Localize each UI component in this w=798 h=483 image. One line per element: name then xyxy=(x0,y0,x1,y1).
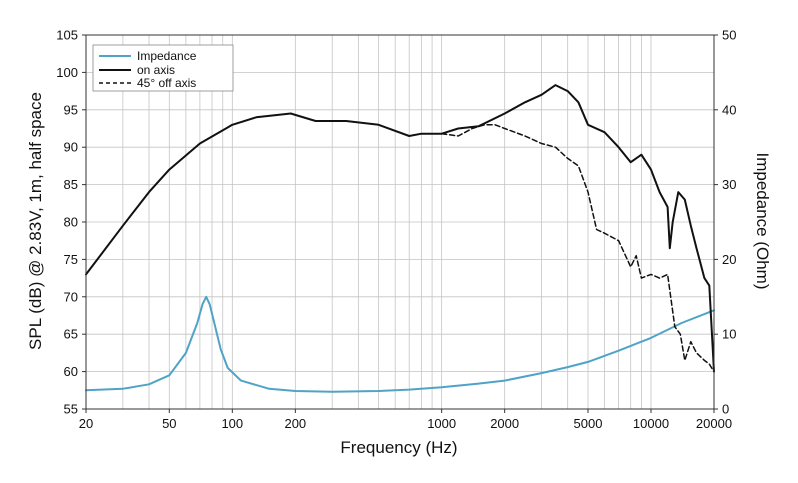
right-y-tick-label: 0 xyxy=(722,402,729,417)
legend-label-impedance: Impedance xyxy=(137,49,197,63)
x-tick-label: 2000 xyxy=(490,416,519,431)
left-y-tick-label: 105 xyxy=(56,28,78,43)
right-y-axis-label: Impedance (Ohm) xyxy=(753,153,772,290)
x-tick-label: 100 xyxy=(221,416,243,431)
x-tick-label: 10000 xyxy=(633,416,669,431)
left-y-tick-label: 75 xyxy=(64,252,78,267)
left-y-tick-label: 55 xyxy=(64,402,78,417)
right-y-tick-label: 30 xyxy=(722,177,736,192)
left-y-tick-label: 70 xyxy=(64,289,78,304)
right-y-tick-label: 50 xyxy=(722,28,736,43)
left-y-tick-label: 100 xyxy=(56,65,78,80)
left-y-tick-label: 65 xyxy=(64,327,78,342)
x-tick-label: 20000 xyxy=(696,416,732,431)
legend: Impedance on axis 45° off axis xyxy=(92,44,234,92)
left-y-tick-label: 60 xyxy=(64,364,78,379)
series-group xyxy=(85,84,715,393)
series-line-on-axis xyxy=(85,84,715,373)
x-tick-label: 1000 xyxy=(427,416,456,431)
left-y-tick-label: 95 xyxy=(64,102,78,117)
grid xyxy=(86,35,714,409)
left-y-tick-label: 80 xyxy=(64,215,78,230)
legend-label-on-axis: on axis xyxy=(137,63,175,77)
left-y-axis-label: SPL (dB) @ 2.83V, 1m, half space xyxy=(26,92,45,350)
tick-labels: 20 50 100 200 1000 2000 5000 10000 2000055606570… xyxy=(56,28,736,432)
series-line-impedance xyxy=(85,295,715,393)
right-y-tick-label: 40 xyxy=(722,102,736,117)
x-tick-label: 50 xyxy=(162,416,176,431)
left-y-tick-label: 85 xyxy=(64,177,78,192)
left-y-tick-label: 90 xyxy=(64,140,78,155)
right-y-tick-label: 20 xyxy=(722,252,736,267)
series-line-45-off-axis xyxy=(440,124,715,373)
x-axis-label: Frequency (Hz) xyxy=(340,438,457,457)
x-tick-label: 20 xyxy=(79,416,93,431)
x-tick-label: 200 xyxy=(284,416,306,431)
x-tick-label: 5000 xyxy=(574,416,603,431)
right-y-tick-label: 10 xyxy=(722,327,736,342)
legend-label-off-axis: 45° off axis xyxy=(137,76,196,90)
